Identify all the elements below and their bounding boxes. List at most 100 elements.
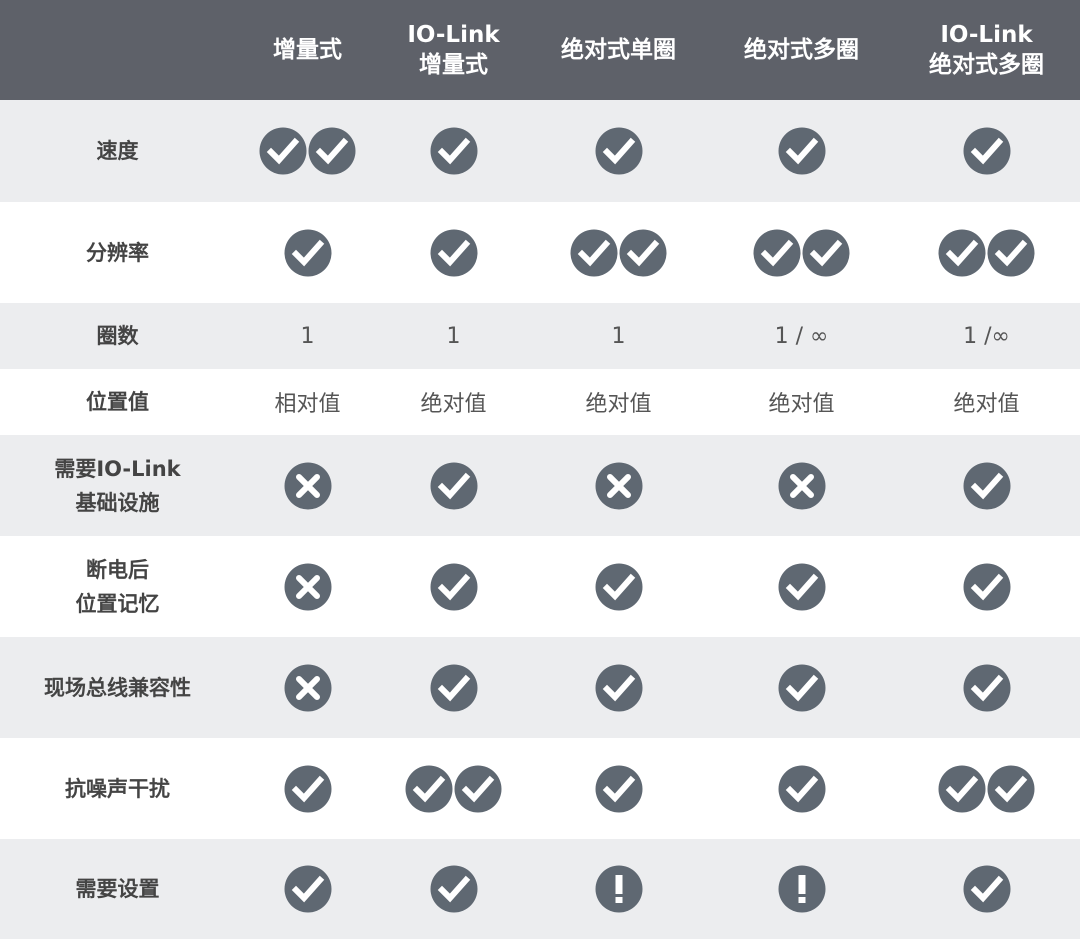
header-cell: IO-Link 增量式 [380, 0, 527, 100]
row-label: 位置值 [0, 369, 235, 435]
cross-icon [284, 664, 331, 711]
cell-value: 相对值 [235, 369, 380, 435]
table-cell [380, 202, 527, 303]
check-icon [454, 765, 502, 812]
check-icon [570, 229, 618, 276]
check-icon [308, 127, 356, 175]
row-label: 速度 [0, 100, 235, 202]
header-cell: IO-Link 绝对式多圈 [893, 0, 1080, 100]
table-cell [893, 738, 1080, 839]
check-icon [963, 563, 1010, 610]
table-cell [527, 536, 710, 637]
header-cell: 增量式 [235, 0, 380, 100]
check-icon [595, 127, 642, 175]
cell-value: 绝对值 [527, 369, 710, 435]
check-icon [259, 127, 307, 175]
table-cell [527, 839, 710, 939]
table-cell [527, 100, 710, 202]
cell-value: 1 / ∞ [710, 303, 893, 369]
table-cell [380, 100, 527, 202]
row-label: 需要IO-Link 基础设施 [0, 435, 235, 536]
table-cell [710, 839, 893, 939]
table-cell [235, 536, 380, 637]
cross-icon [778, 462, 825, 509]
check-icon [405, 765, 453, 812]
check-icon [987, 765, 1035, 812]
check-icon [284, 865, 331, 913]
table-cell [235, 435, 380, 536]
check-icon [595, 765, 642, 812]
table-cell [710, 738, 893, 839]
table-cell [710, 202, 893, 303]
row-label: 现场总线兼容性 [0, 637, 235, 738]
cell-value: 1 [527, 303, 710, 369]
cell-value: 绝对值 [380, 369, 527, 435]
table-cell [893, 536, 1080, 637]
check-icon [430, 563, 477, 610]
check-icon [430, 127, 477, 175]
column-header: 绝对式多圈 [744, 37, 859, 63]
table-cell [380, 738, 527, 839]
table-cell [893, 637, 1080, 738]
check-icon [753, 229, 801, 276]
check-icon [595, 563, 642, 610]
table-cell [893, 100, 1080, 202]
table-cell [527, 637, 710, 738]
header-cell: 绝对式单圈 [527, 0, 710, 100]
table-cell [380, 435, 527, 536]
table-cell [235, 100, 380, 202]
check-icon [938, 229, 986, 276]
check-icon [778, 664, 825, 711]
table-cell [235, 738, 380, 839]
row-label: 分辨率 [0, 202, 235, 303]
header-cell [0, 0, 235, 100]
check-icon [430, 462, 477, 509]
table-cell [710, 435, 893, 536]
header-cell: 绝对式多圈 [710, 0, 893, 100]
table-cell [527, 435, 710, 536]
row-label: 断电后 位置记忆 [0, 536, 235, 637]
check-icon [963, 127, 1010, 175]
check-icon [963, 462, 1010, 509]
table-cell [380, 536, 527, 637]
check-icon [778, 127, 825, 175]
check-icon [987, 229, 1035, 276]
check-icon [802, 229, 850, 276]
table-cell [235, 637, 380, 738]
row-label: 需要设置 [0, 839, 235, 939]
check-icon [284, 765, 331, 812]
table-cell [527, 202, 710, 303]
table-cell [893, 202, 1080, 303]
check-icon [284, 229, 331, 276]
check-icon [778, 563, 825, 610]
cross-icon [284, 462, 331, 509]
check-icon [430, 664, 477, 711]
cross-icon [595, 462, 642, 509]
cell-value: 1 [235, 303, 380, 369]
check-icon [595, 664, 642, 711]
table-cell [893, 435, 1080, 536]
table-cell [380, 839, 527, 939]
check-icon [430, 865, 477, 913]
column-header: 绝对式单圈 [561, 37, 676, 63]
warning-icon [595, 865, 642, 913]
header-corner [0, 0, 235, 100]
row-label: 圈数 [0, 303, 235, 369]
row-label: 抗噪声干扰 [0, 738, 235, 839]
table-cell [380, 637, 527, 738]
cross-icon [284, 563, 331, 610]
table-cell [235, 202, 380, 303]
table-cell [710, 100, 893, 202]
table-cell [710, 536, 893, 637]
warning-icon [778, 865, 825, 913]
check-icon [963, 865, 1010, 913]
cell-value: 绝对值 [893, 369, 1080, 435]
table-cell [527, 738, 710, 839]
check-icon [963, 664, 1010, 711]
cell-value: 绝对值 [710, 369, 893, 435]
cell-value: 1 [380, 303, 527, 369]
check-icon [938, 765, 986, 812]
table-cell [710, 637, 893, 738]
column-header: IO-Link 增量式 [407, 22, 500, 78]
